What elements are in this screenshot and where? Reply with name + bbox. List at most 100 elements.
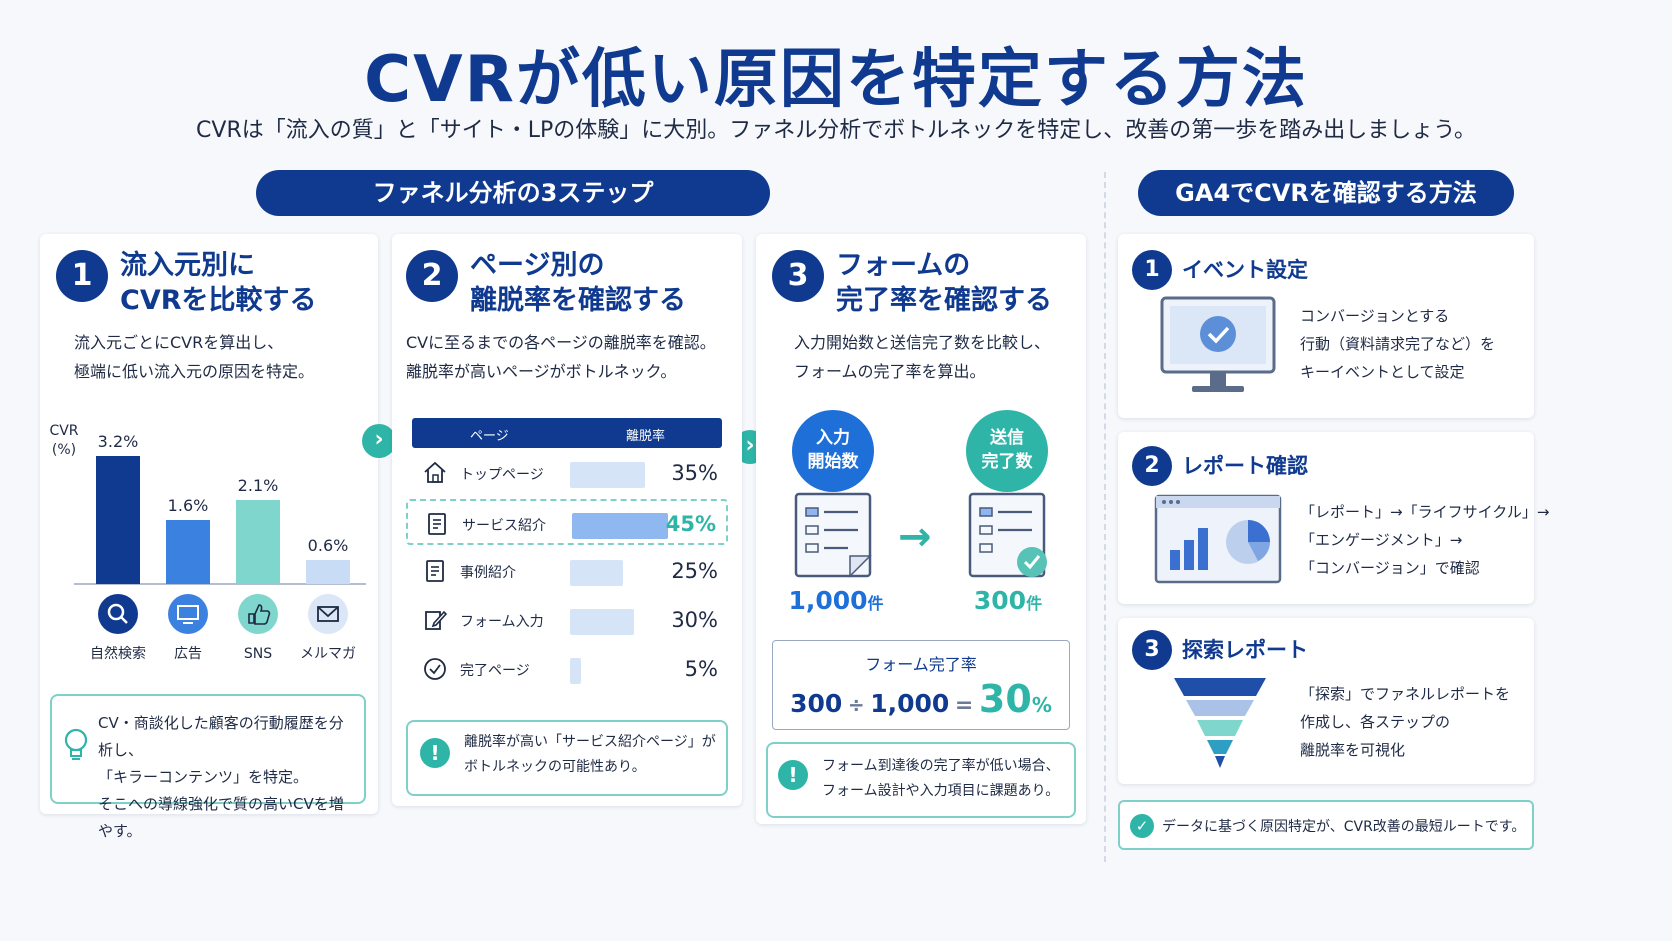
step1-card: 1 流入元別に CVRを比較する 流入元ごとにCVRを算出し、 極端に低い流入元… <box>40 234 378 840</box>
step2-title-line1: ページ別の <box>470 250 605 281</box>
step1-description: 流入元ごとにCVRを算出し、 極端に低い流入元の原因を特定。 <box>74 328 314 386</box>
page-label: サービス紹介 <box>462 518 546 534</box>
funnel-section-header: ファネル分析の3ステップ <box>256 170 770 216</box>
step2-desc-line2: 離脱率が高いページがボトルネック。 <box>406 362 677 381</box>
step3-desc-line1: 入力開始数と送信完了数を比較し、 <box>794 333 1051 352</box>
cvr-bar <box>236 500 280 584</box>
ga4-item-report-check: 2 レポート確認 「レポート」→「ライフサイクル」→ 「エンゲージメント」→ 「… <box>1118 432 1549 604</box>
bounce-rate-value: 25% <box>671 559 718 583</box>
thumbs-up-icon <box>238 594 278 634</box>
cvr-axis-label-line1: CVR <box>49 423 79 439</box>
submit-done-badge: 送信 完了数 <box>966 410 1048 492</box>
ga4-item-title: イベント設定 <box>1182 258 1308 282</box>
ga4-item-line: 行動（資料請求完了など）を <box>1300 335 1496 353</box>
cvr-value-label: 3.2% <box>98 432 139 451</box>
ga4-item-description: コンバージョンとする 行動（資料請求完了など）を キーイベントとして設定 <box>1300 302 1495 386</box>
ga4-item-line: コンバージョンとする <box>1300 307 1450 325</box>
ga4-item-line: 作成し、各ステップの <box>1300 713 1451 731</box>
submit-done-count: 300件 <box>960 586 1056 615</box>
cvr-axis-label: CVR (%) <box>46 422 82 460</box>
step2-note-line2: ボトルネックの可能性あり。 <box>464 759 646 775</box>
page-label: 完了ページ <box>460 663 530 679</box>
cvr-bar-chart: 3.2% 自然検索 1.6% 広告 2.1% SNS 0.6% メルマガ <box>74 432 366 662</box>
step1-note-line1: CV・商談化した顧客の行動履歴を分析し、 <box>98 714 344 759</box>
monitor-check-icon <box>1160 296 1276 392</box>
formula-equals-sign: = <box>954 693 974 718</box>
step1-title-line2: CVRを比較する <box>120 285 317 316</box>
table-row: フォーム入力 30% <box>406 597 728 643</box>
step3-note: ! フォーム到達後の完了率が低い場合、 フォーム設計や入力項目に課題あり。 <box>766 742 1076 818</box>
cvr-bar <box>166 520 210 584</box>
input-start-label-line2: 開始数 <box>807 452 859 472</box>
completion-formula: 300 ÷ 1,000 = 30% <box>773 677 1069 721</box>
step3-card: 3 フォームの 完了率を確認する 入力開始数と送信完了数を比較し、 フォームの完… <box>756 234 1086 824</box>
step3-desc-line2: フォームの完了率を算出。 <box>794 362 986 381</box>
report-dashboard-icon <box>1154 494 1282 584</box>
bounce-rate-bar <box>570 560 623 586</box>
page-label: フォーム入力 <box>460 614 544 630</box>
ga4-item-line: 「レポート」→「ライフサイクル」→ <box>1300 503 1550 521</box>
ga4-footer-text: データに基づく原因特定が、CVR改善の最短ルートです。 <box>1162 819 1526 835</box>
right-arrow-icon: → <box>898 514 932 560</box>
check-circle-icon <box>422 656 448 686</box>
ga4-item-number: 2 <box>1132 446 1172 486</box>
cvr-category-label: 自然検索 <box>90 645 146 662</box>
step3-note-line1: フォーム到達後の完了率が低い場合、 <box>822 758 1060 774</box>
column-header-rate: 離脱率 <box>626 429 666 444</box>
formula-denominator: 1,000 <box>870 689 950 718</box>
page-subtitle: CVRは「流入の質」と「サイト・LPの体験」に大別。ファネル分析でボトルネックを… <box>196 118 1476 143</box>
step3-title-line1: フォームの <box>836 250 971 281</box>
page-title: CVRが低い原因を特定する方法 <box>364 43 1308 117</box>
step3-title-line2: 完了率を確認する <box>836 285 1052 316</box>
bounce-rate-value: 35% <box>671 461 718 485</box>
step3-title: フォームの 完了率を確認する <box>836 248 1052 318</box>
next-arrow-icon: › <box>362 424 396 458</box>
monitor-icon <box>168 594 208 634</box>
ga4-item-title: レポート確認 <box>1182 454 1308 478</box>
ga4-item-line: 離脱率を可視化 <box>1300 741 1406 759</box>
input-start-unit: 件 <box>867 594 884 613</box>
step2-description: CVに至るまでの各ページの離脱率を確認。 離脱率が高いページがボトルネック。 <box>406 328 716 386</box>
cvr-category-label: 広告 <box>174 646 202 662</box>
cvr-value-label: 1.6% <box>168 496 209 515</box>
form-document-icon <box>794 492 872 578</box>
step2-title-line2: 離脱率を確認する <box>470 285 686 316</box>
cvr-bar <box>306 560 350 584</box>
formula-percent: % <box>1031 693 1052 717</box>
section-divider <box>1104 172 1106 862</box>
cvr-value-label: 0.6% <box>308 536 349 555</box>
ga4-footer-note: ✓ データに基づく原因特定が、CVR改善の最短ルートです。 <box>1118 800 1534 850</box>
ga4-item-line: 「探索」でファネルレポートを <box>1300 685 1511 703</box>
submit-done-label-line1: 送信 <box>990 428 1024 448</box>
submit-done-label-line2: 完了数 <box>981 452 1033 472</box>
cvr-value-label: 2.1% <box>238 476 279 495</box>
ga4-item-exploration-report: 3 探索レポート 「探索」でファネルレポートを 作成し、各ステップの 離脱率を可… <box>1118 618 1534 784</box>
home-icon <box>422 460 448 490</box>
column-header-page: ページ <box>470 429 509 444</box>
ga4-section-header: GA4でCVRを確認する方法 <box>1138 170 1514 216</box>
step1-title-line1: 流入元別に <box>120 250 255 281</box>
input-start-label-line1: 入力 <box>816 428 850 448</box>
search-icon <box>98 594 138 634</box>
alert-icon: ! <box>420 738 450 768</box>
input-start-badge: 入力 開始数 <box>792 410 874 492</box>
bounce-rate-value: 30% <box>671 608 718 632</box>
step1-note: CV・商談化した顧客の行動履歴を分析し、 「キラーコンテンツ」を特定。 そこへの… <box>50 694 366 840</box>
step2-card: 2 ページ別の 離脱率を確認する CVに至るまでの各ページの離脱率を確認。 離脱… <box>392 234 742 806</box>
step1-desc-line2: 極端に低い流入元の原因を特定。 <box>74 362 315 381</box>
step1-note-line2: 「キラーコンテンツ」を特定。 <box>98 768 309 786</box>
page-label: 事例紹介 <box>460 565 516 581</box>
table-row: サービス紹介 45% <box>406 499 728 545</box>
step1-desc-line1: 流入元ごとにCVRを算出し、 <box>74 333 284 352</box>
ga4-item-description: 「レポート」→「ライフサイクル」→ 「エンゲージメント」→ 「コンバージョン」で… <box>1300 498 1549 582</box>
alert-icon: ! <box>778 760 808 790</box>
page-label: トップページ <box>460 467 544 483</box>
step2-desc-line1: CVに至るまでの各ページの離脱率を確認。 <box>406 333 716 352</box>
input-start-count: 1,000件 <box>788 586 884 615</box>
pencil-icon <box>422 607 448 637</box>
ga4-item-number: 1 <box>1132 250 1172 290</box>
formula-numerator: 300 <box>790 689 843 718</box>
ga4-item-title: 探索レポート <box>1182 638 1308 662</box>
step2-note: ! 離脱率が高い「サービス紹介ページ」が ボトルネックの可能性あり。 <box>406 720 728 796</box>
funnel-icon <box>1174 678 1266 768</box>
